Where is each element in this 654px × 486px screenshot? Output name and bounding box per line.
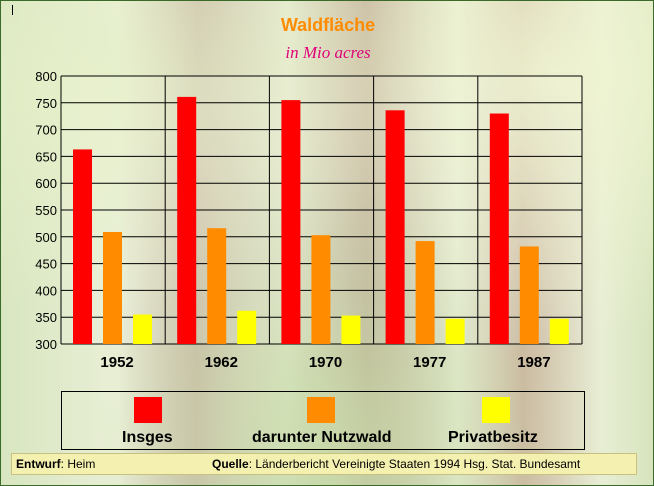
y-tick-label: 600 (35, 176, 57, 191)
y-tick-label: 750 (35, 96, 57, 111)
x-tick-label: 1952 (100, 354, 133, 371)
bar-insges (177, 96, 197, 345)
footer-author: Entwurf: Heim (16, 457, 95, 471)
chart-subtitle: in Mio acres (285, 43, 371, 62)
legend-swatch-privatbesitz (482, 397, 510, 423)
x-tick-label: 1970 (309, 354, 342, 371)
y-tick-label: 450 (35, 257, 57, 272)
bar-privatbesitz (341, 315, 361, 344)
bar-insges (489, 113, 509, 345)
corner-mark (12, 5, 13, 15)
footer-author-value: : Heim (60, 457, 96, 471)
legend-label-nutzwald: darunter Nutzwald (252, 429, 392, 446)
y-tick-label: 800 (35, 69, 57, 84)
x-tick-label: 1962 (205, 354, 238, 371)
footer-source: Quelle: Länderbericht Vereinigte Staaten… (212, 457, 580, 471)
y-tick-label: 400 (35, 283, 57, 298)
legend: Insges darunter Nutzwald Privatbesitz (61, 391, 585, 450)
bar-nutzwald (519, 246, 539, 344)
bar-privatbesitz (549, 318, 569, 344)
bar-insges (385, 110, 405, 344)
bar-privatbesitz (445, 318, 465, 344)
y-tick-label: 500 (35, 230, 57, 245)
x-tick-label: 1977 (413, 354, 446, 371)
bar-nutzwald (415, 241, 435, 344)
footer-source-value: : Länderbericht Vereinigte Staaten 1994 … (248, 457, 581, 471)
y-tick-label: 700 (35, 123, 57, 138)
bar-nutzwald (311, 235, 331, 344)
bar-insges (281, 100, 301, 345)
bar-nutzwald (103, 231, 122, 344)
y-tick-label: 650 (35, 149, 57, 164)
footer-source-label: Quelle (212, 457, 249, 471)
footer-author-label: Entwurf (16, 457, 61, 471)
bar-nutzwald (207, 228, 227, 344)
y-tick-label: 300 (35, 337, 57, 352)
bar-chart: 300 350 400 450 500 550 600 650 700 750 800 1952 196… (35, 69, 583, 371)
y-tick-label: 550 (35, 203, 57, 218)
legend-swatch-insges (134, 397, 162, 423)
chart-title: Waldfläche (280, 15, 376, 35)
bar-insges (73, 149, 92, 344)
legend-label-privatbesitz: Privatbesitz (448, 429, 538, 446)
legend-swatch-nutzwald (307, 397, 335, 423)
x-tick-label: 1987 (517, 354, 550, 371)
bar-privatbesitz (237, 310, 257, 344)
bar-privatbesitz (133, 314, 152, 344)
source-footer: Entwurf: Heim Quelle: Länderbericht Vere… (11, 453, 637, 475)
y-tick-label: 350 (35, 310, 57, 325)
legend-label-insges: Insges (122, 429, 173, 446)
